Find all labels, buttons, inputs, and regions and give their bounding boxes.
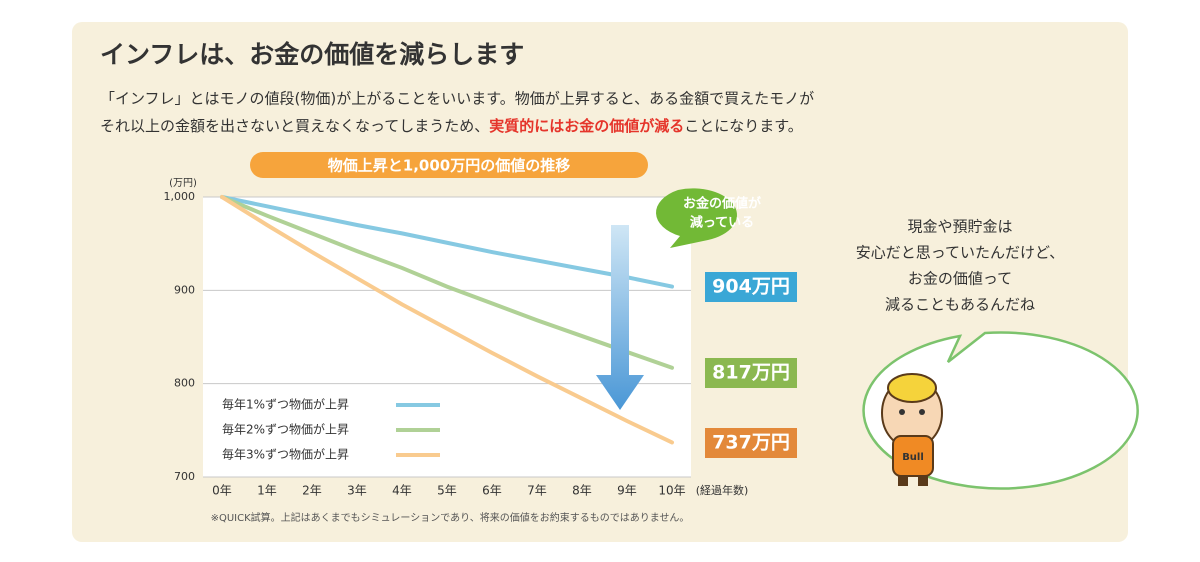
y-tick-label: 900: [174, 283, 195, 296]
speech-line: 現金や預貯金は: [907, 218, 1012, 236]
x-tick-label: 2年: [302, 484, 322, 498]
speech-line: お金の価値って: [908, 270, 1012, 288]
y-tick-label: 1,000: [164, 190, 196, 203]
desc: 「インフレ」とはモノの値段(物価)が上がることをいいます。物価が上昇すると、ある…: [100, 90, 814, 108]
x-tick-label: 6年: [482, 484, 502, 498]
end-label: 904万円: [712, 276, 790, 298]
title: インフレは、お金の価値を減らします: [100, 40, 524, 69]
speech-line: 減ることもあるんだね: [885, 296, 1035, 314]
end-label-bg: [705, 358, 797, 388]
x-tick-label: 8年: [572, 484, 592, 498]
legend-label: 毎年2%ずつ物価が上昇: [222, 422, 349, 437]
x-tick-label: 5年: [437, 484, 457, 498]
x-tick-label: 9年: [617, 484, 637, 498]
x-tick-label: 4年: [392, 484, 412, 498]
badge: Bull: [902, 452, 924, 463]
annotation: 減っている: [690, 215, 754, 231]
legend-label: 毎年1%ずつ物価が上昇: [222, 397, 349, 412]
speech-line: 安心だと思っていたんだけど、: [856, 244, 1065, 262]
end-label-bg: [705, 428, 797, 458]
chart-title-bg: [250, 152, 648, 178]
legend-label: 毎年3%ずつ物価が上昇: [222, 447, 349, 462]
annotation: お金の価値が: [683, 196, 761, 212]
y-tick-label: 800: [174, 377, 195, 390]
footnote: ※QUICK試算。上記はあくまでもシミュレーションであり、将来の価値をお約束する…: [211, 511, 690, 524]
series-line: [220, 195, 674, 445]
series-line: [220, 195, 674, 370]
y-unit: (万円): [169, 178, 197, 189]
end-label-bg: [705, 272, 797, 302]
y-tick-label: 700: [174, 470, 195, 483]
end-label: 817万円: [712, 362, 790, 384]
end-label: 737万円: [712, 432, 790, 454]
annotation-bubble: [656, 188, 738, 248]
arrow: [596, 225, 644, 410]
x-tick-label: 7年: [527, 484, 547, 498]
series-line: [220, 195, 674, 289]
x-tick-label: 0年: [212, 484, 232, 498]
x-unit: (経過年数): [696, 483, 749, 497]
character: Bull: [881, 373, 943, 486]
x-tick-label: 1年: [257, 484, 277, 498]
chart: 700 800 900 1,000 0年 1年 2年 3年 4年 5年 6年 7年 8年 9年 10年 904…: [164, 190, 797, 498]
desc: それ以上の金額を出さないと買えなくなってしまうため、実質的にはお金の価値が減るこ…: [100, 117, 803, 135]
x-tick-label: 3年: [347, 484, 367, 498]
chart-title: 物価上昇と1,000万円の価値の推移: [328, 157, 570, 175]
x-tick-label: 10年: [658, 484, 685, 498]
